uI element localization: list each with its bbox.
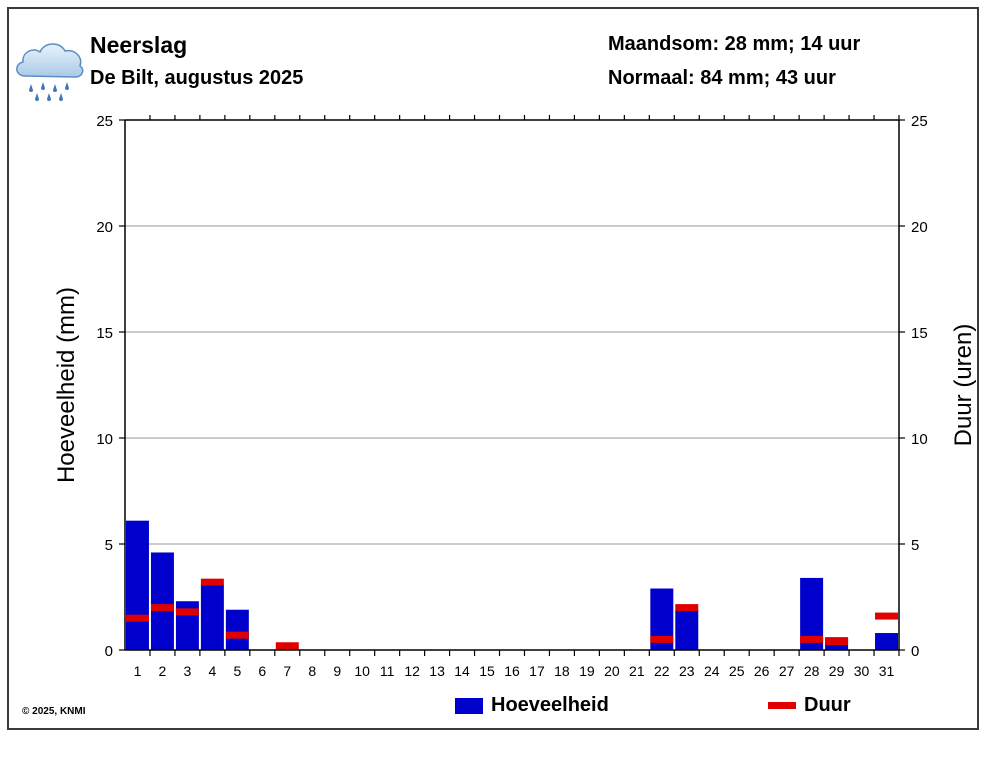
normal-value: Normaal: 84 mm; 43 uur [608, 67, 836, 89]
x-tick-label: 1 [134, 663, 142, 679]
y-tick-label: 25 [96, 113, 113, 130]
bar-hoeveelheid [800, 577, 824, 650]
legend-hoeveelheid: Hoeveelheid [455, 694, 609, 717]
y2-tick-label: 15 [911, 325, 928, 342]
month-sum: Maandsom: 28 mm; 14 uur [608, 33, 861, 55]
marker-duur [150, 604, 174, 612]
x-tick-label: 10 [354, 663, 370, 679]
x-tick-label: 9 [333, 663, 341, 679]
x-tick-label: 13 [429, 663, 445, 679]
legend-swatch-duur [768, 702, 796, 709]
y-tick-label: 20 [96, 219, 113, 236]
y-axis-label: Hoeveelheid (mm) [53, 287, 80, 483]
y-tick-label: 15 [96, 325, 113, 342]
chart-title: Neerslag [90, 32, 188, 58]
x-tick-label: 2 [159, 663, 167, 679]
chart-subtitle: De Bilt, augustus 2025 [90, 67, 304, 89]
marker-duur [650, 635, 674, 643]
x-tick-label: 6 [258, 663, 266, 679]
bar-hoeveelheid [150, 552, 174, 650]
y-tick-label: 5 [105, 537, 113, 554]
bar-hoeveelheid [875, 633, 898, 650]
x-tick-label: 18 [554, 663, 570, 679]
bar-hoeveelheid [126, 520, 149, 650]
legend-swatch-hoeveelheid [455, 697, 483, 714]
x-tick-label: 30 [854, 663, 870, 679]
x-tick-label: 23 [679, 663, 695, 679]
x-tick-label: 16 [504, 663, 520, 679]
y2-tick-label: 20 [911, 219, 928, 236]
x-tick-label: 8 [308, 663, 316, 679]
marker-duur [200, 578, 224, 586]
y2-axis-label: Duur (uren) [950, 324, 977, 447]
x-tick-label: 5 [233, 663, 241, 679]
bar-hoeveelheid [675, 609, 699, 650]
x-tick-label: 17 [529, 663, 545, 679]
bar-hoeveelheid [650, 588, 674, 650]
x-tick-label: 26 [754, 663, 770, 679]
x-tick-label: 14 [454, 663, 470, 679]
y-tick-label: 0 [105, 643, 113, 660]
x-tick-label: 20 [604, 663, 620, 679]
bar-hoeveelheid [225, 609, 249, 650]
marker-duur [275, 642, 299, 650]
x-tick-label: 31 [879, 663, 895, 679]
rain-cloud-icon [16, 43, 84, 101]
legend-duur: Duur [768, 694, 851, 717]
x-tick-label: 4 [208, 663, 216, 679]
marker-duur [225, 631, 249, 639]
x-tick-label: 27 [779, 663, 795, 679]
y2-tick-label: 10 [911, 431, 928, 448]
marker-duur [800, 635, 824, 643]
x-tick-label: 15 [479, 663, 495, 679]
bar-hoeveelheid [200, 584, 224, 650]
marker-duur [875, 612, 898, 620]
x-tick-label: 3 [184, 663, 192, 679]
x-tick-label: 25 [729, 663, 745, 679]
marker-duur [126, 614, 149, 622]
marker-duur [825, 638, 849, 646]
x-tick-label: 11 [380, 663, 395, 679]
y2-tick-label: 0 [911, 643, 919, 660]
x-tick-label: 24 [704, 663, 720, 679]
marker-duur [175, 608, 199, 616]
marker-duur [675, 604, 699, 612]
legend-label-hoeveelheid: Hoeveelheid [491, 694, 609, 716]
x-tick-label: 28 [804, 663, 820, 679]
y2-tick-label: 5 [911, 537, 919, 554]
legend-label-duur: Duur [804, 694, 851, 716]
x-tick-label: 7 [283, 663, 291, 679]
x-tick-label: 19 [579, 663, 595, 679]
x-tick-label: 21 [629, 663, 645, 679]
y2-tick-label: 25 [911, 113, 928, 130]
x-tick-label: 22 [654, 663, 670, 679]
y-tick-label: 10 [96, 431, 113, 448]
copyright: © 2025, KNMI [22, 706, 86, 717]
x-tick-label: 29 [829, 663, 845, 679]
x-tick-label: 12 [404, 663, 420, 679]
